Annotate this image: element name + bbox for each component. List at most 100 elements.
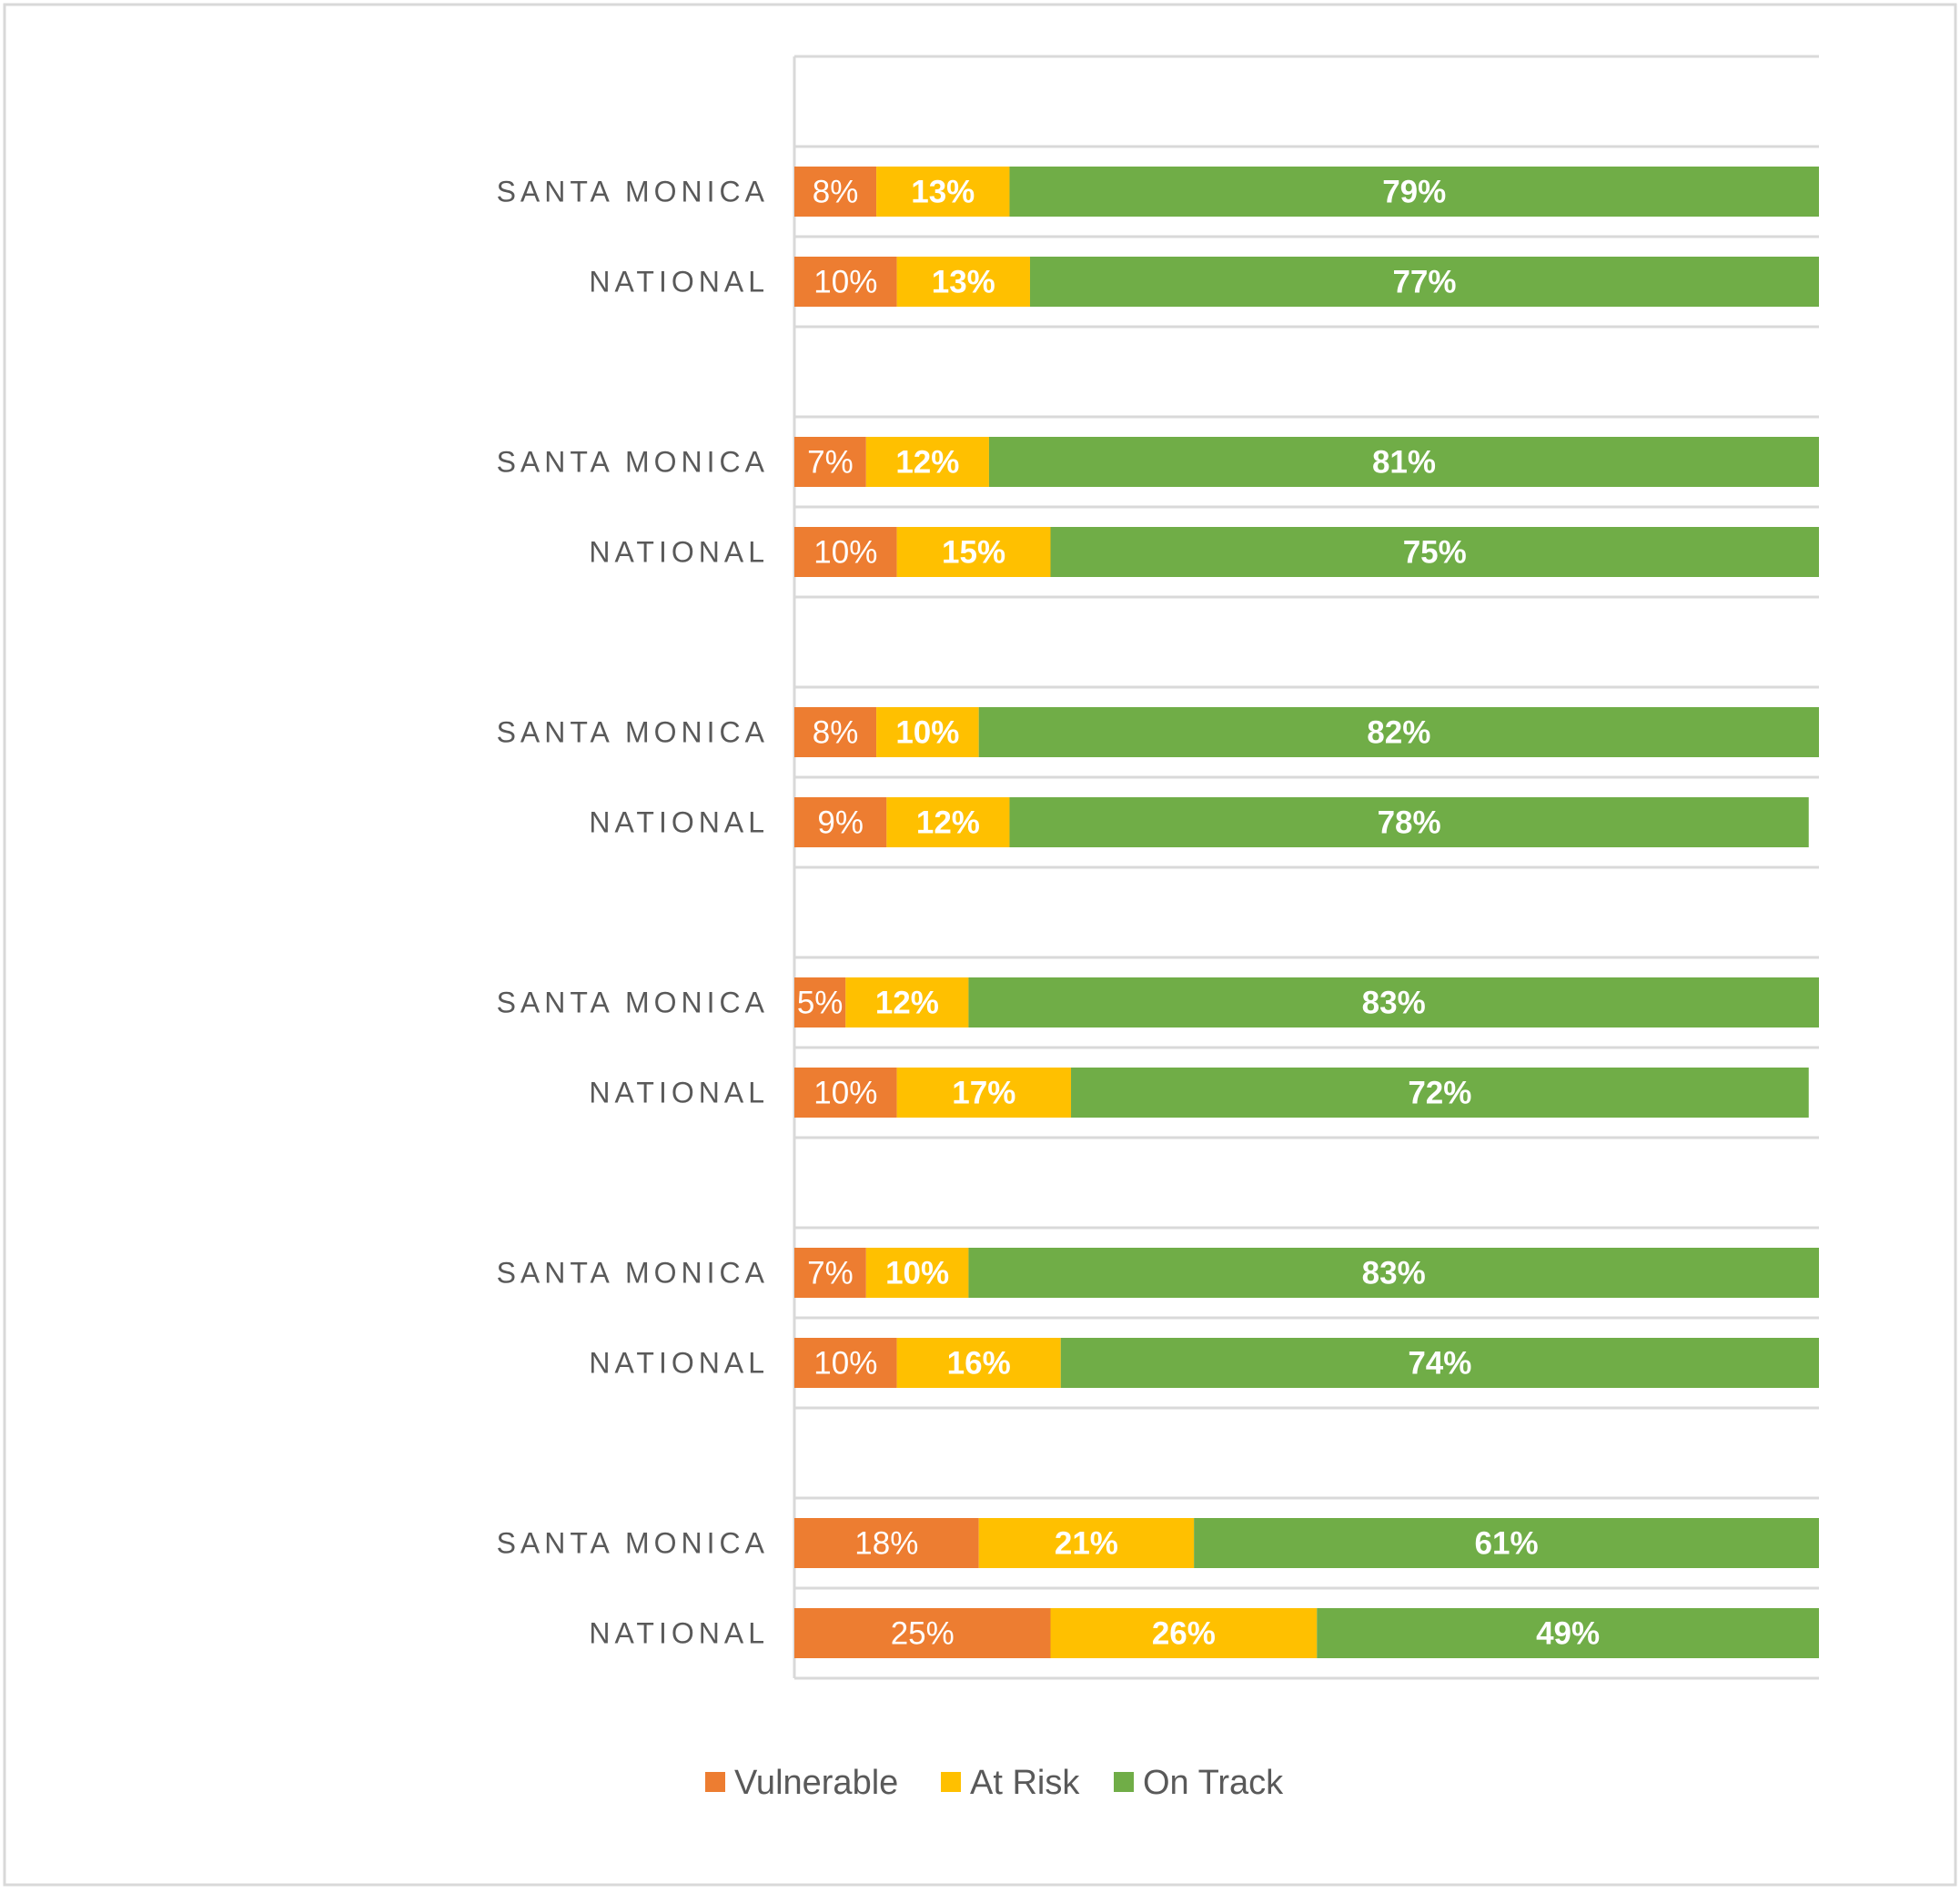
bar-segment-on-track bbox=[1009, 797, 1809, 847]
bar-segment-at-risk bbox=[845, 977, 969, 1027]
data-label: 17% bbox=[952, 1076, 1015, 1111]
bar-segment-on-track bbox=[968, 977, 1819, 1027]
bar-segment-vulnerable bbox=[794, 1608, 1051, 1658]
data-label: 7% bbox=[807, 1256, 854, 1291]
bar-segment-vulnerable bbox=[794, 977, 846, 1027]
bar-segment-vulnerable bbox=[794, 1248, 866, 1298]
bar-segment-vulnerable bbox=[794, 257, 897, 307]
data-label: 26% bbox=[1152, 1616, 1216, 1652]
data-label: 10% bbox=[813, 535, 877, 571]
bar-row: 25% 26% 49% bbox=[794, 1608, 1819, 1658]
data-label: 61% bbox=[1475, 1526, 1539, 1562]
data-label: 10% bbox=[885, 1256, 949, 1291]
data-label: 12% bbox=[895, 445, 959, 481]
bar-segment-at-risk bbox=[876, 167, 1010, 217]
chart-border bbox=[3, 3, 1957, 1887]
data-label: 10% bbox=[813, 1346, 877, 1382]
category-label: NATIONAL bbox=[589, 1077, 769, 1109]
category-label: NATIONAL bbox=[589, 806, 769, 839]
bar-segment-vulnerable bbox=[794, 707, 877, 757]
bar-row: 18% 21% 61% bbox=[794, 1518, 1819, 1568]
bar-segment-at-risk bbox=[896, 1068, 1072, 1118]
bar-segment-vulnerable bbox=[794, 1338, 897, 1388]
data-label: 8% bbox=[813, 175, 859, 210]
legend-label: Vulnerable bbox=[734, 1764, 898, 1802]
bar-row: 5% 12% 83% bbox=[794, 977, 1819, 1027]
bar-row: 9% 12% 78% bbox=[794, 797, 1809, 847]
category-label: SANTA MONICA bbox=[497, 446, 769, 479]
bar-segment-on-track bbox=[1009, 167, 1819, 217]
bar-segment-vulnerable bbox=[794, 167, 877, 217]
legend-swatch bbox=[941, 1772, 961, 1792]
category-label: SANTA MONICA bbox=[497, 176, 769, 208]
bar-row: 10% 13% 77% bbox=[794, 257, 1819, 307]
category-label: SANTA MONICA bbox=[497, 716, 769, 749]
bar-segment-on-track bbox=[988, 437, 1819, 487]
bar-segment-vulnerable bbox=[794, 527, 897, 577]
bar-segment-vulnerable bbox=[794, 797, 887, 847]
legend-item: At Risk bbox=[941, 1764, 1080, 1802]
bar-segment-on-track bbox=[1194, 1518, 1819, 1568]
data-label: 25% bbox=[891, 1616, 955, 1652]
bar-row: 7% 10% 83% bbox=[794, 1248, 1819, 1298]
bar-segment-at-risk bbox=[896, 1338, 1061, 1388]
data-label: 75% bbox=[1403, 535, 1467, 571]
bar-segment-on-track bbox=[1060, 1338, 1819, 1388]
bar-segment-on-track bbox=[978, 707, 1819, 757]
data-label: 10% bbox=[813, 1076, 877, 1111]
legend-swatch bbox=[705, 1772, 725, 1792]
legend-label: On Track bbox=[1143, 1764, 1284, 1802]
bar-segment-vulnerable bbox=[794, 1068, 897, 1118]
data-label: 78% bbox=[1378, 805, 1441, 841]
category-label: NATIONAL bbox=[589, 1347, 769, 1380]
data-label: 15% bbox=[942, 535, 1005, 571]
legend-swatch bbox=[1114, 1772, 1134, 1792]
legend: Vulnerable At Risk On Track bbox=[705, 1764, 1284, 1802]
bar-segment-at-risk bbox=[865, 1248, 969, 1298]
bar-segment-on-track bbox=[968, 1248, 1819, 1298]
bar-segment-at-risk bbox=[876, 707, 979, 757]
data-label: 77% bbox=[1392, 265, 1456, 300]
bar-row: 10% 16% 74% bbox=[794, 1338, 1819, 1388]
data-label: 82% bbox=[1367, 715, 1430, 751]
data-label: 79% bbox=[1382, 175, 1446, 210]
category-label: NATIONAL bbox=[589, 536, 769, 569]
data-label: 12% bbox=[875, 986, 939, 1021]
data-label: 7% bbox=[807, 445, 854, 481]
bar-row: 8% 10% 82% bbox=[794, 707, 1819, 757]
bar-segment-on-track bbox=[1029, 257, 1819, 307]
legend-item: On Track bbox=[1114, 1764, 1284, 1802]
data-label: 12% bbox=[916, 805, 980, 841]
data-label: 18% bbox=[854, 1526, 918, 1562]
data-label: 9% bbox=[817, 805, 864, 841]
category-labels: SANTA MONICA NATIONAL SANTA MONICA NATIONAL… bbox=[497, 176, 769, 1650]
legend-label: At Risk bbox=[970, 1764, 1080, 1802]
gridlines bbox=[794, 55, 1819, 1680]
data-label: 16% bbox=[947, 1346, 1011, 1382]
bar-row: 7% 12% 81% bbox=[794, 437, 1819, 487]
data-label: 49% bbox=[1536, 1616, 1600, 1652]
data-label: 72% bbox=[1408, 1076, 1471, 1111]
data-label: 81% bbox=[1372, 445, 1436, 481]
bar-row: 10% 15% 75% bbox=[794, 527, 1819, 577]
bar-row: 8% 13% 79% bbox=[794, 167, 1819, 217]
data-label: 10% bbox=[813, 265, 877, 300]
bar-segment-vulnerable bbox=[794, 437, 866, 487]
category-label: SANTA MONICA bbox=[497, 1527, 769, 1560]
category-label: SANTA MONICA bbox=[497, 987, 769, 1019]
category-label: NATIONAL bbox=[589, 266, 769, 299]
bar-segment-vulnerable bbox=[794, 1518, 979, 1568]
data-label: 13% bbox=[911, 175, 975, 210]
bar-segment-on-track bbox=[1050, 527, 1819, 577]
bar-segment-at-risk bbox=[896, 527, 1051, 577]
bar-segment-at-risk bbox=[978, 1518, 1195, 1568]
legend-item: Vulnerable bbox=[705, 1764, 898, 1802]
data-label: 83% bbox=[1362, 986, 1426, 1021]
data-label: 21% bbox=[1055, 1526, 1118, 1562]
data-label: 8% bbox=[813, 715, 859, 751]
data-label: 74% bbox=[1408, 1346, 1471, 1382]
category-label: NATIONAL bbox=[589, 1617, 769, 1650]
bar-segment-at-risk bbox=[1050, 1608, 1318, 1658]
bar-segment-at-risk bbox=[896, 257, 1030, 307]
